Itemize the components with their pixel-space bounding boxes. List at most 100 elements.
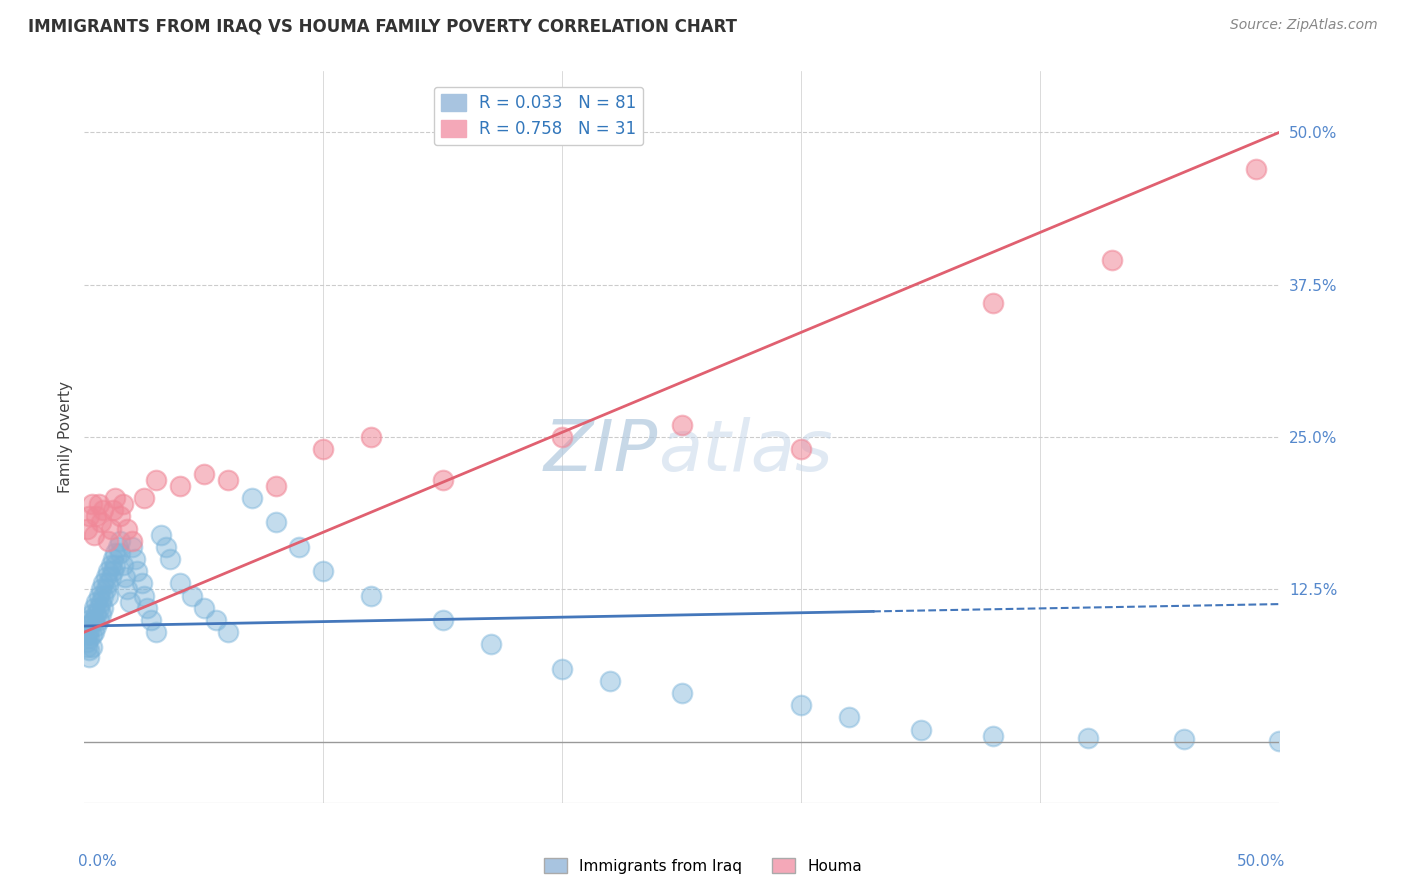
Point bbox=[312, 564, 335, 578]
Point bbox=[145, 625, 167, 640]
Point bbox=[790, 442, 813, 457]
Point bbox=[838, 710, 860, 724]
Point bbox=[551, 662, 574, 676]
Point bbox=[117, 521, 139, 535]
Point bbox=[100, 570, 122, 584]
Point bbox=[111, 558, 134, 573]
Point bbox=[83, 527, 105, 541]
Point bbox=[117, 582, 139, 597]
Point bbox=[671, 686, 693, 700]
Point bbox=[77, 643, 100, 657]
Point bbox=[76, 627, 98, 641]
Point bbox=[1077, 731, 1099, 746]
Point bbox=[264, 516, 287, 530]
Point bbox=[121, 540, 143, 554]
Point bbox=[87, 613, 110, 627]
Point bbox=[93, 503, 115, 517]
Point bbox=[145, 473, 167, 487]
Point bbox=[101, 503, 124, 517]
Point bbox=[110, 509, 132, 524]
Y-axis label: Family Poverty: Family Poverty bbox=[58, 381, 73, 493]
Point bbox=[360, 589, 382, 603]
Point bbox=[131, 576, 153, 591]
Point bbox=[114, 570, 136, 584]
Point bbox=[432, 613, 454, 627]
Point bbox=[981, 296, 1004, 310]
Point bbox=[104, 546, 127, 560]
Point bbox=[90, 594, 112, 608]
Legend: Immigrants from Iraq, Houma: Immigrants from Iraq, Houma bbox=[537, 852, 869, 880]
Point bbox=[94, 570, 117, 584]
Point bbox=[83, 625, 105, 640]
Point bbox=[76, 521, 98, 535]
Point bbox=[132, 491, 156, 505]
Text: Source: ZipAtlas.com: Source: ZipAtlas.com bbox=[1230, 18, 1378, 32]
Point bbox=[87, 589, 110, 603]
Point bbox=[479, 637, 502, 651]
Legend: R = 0.033   N = 81, R = 0.758   N = 31: R = 0.033 N = 81, R = 0.758 N = 31 bbox=[434, 87, 643, 145]
Point bbox=[790, 698, 813, 713]
Point bbox=[264, 479, 287, 493]
Point bbox=[169, 576, 191, 591]
Point bbox=[125, 564, 148, 578]
Point bbox=[93, 600, 115, 615]
Text: IMMIGRANTS FROM IRAQ VS HOUMA FAMILY POVERTY CORRELATION CHART: IMMIGRANTS FROM IRAQ VS HOUMA FAMILY POV… bbox=[28, 18, 737, 36]
Point bbox=[100, 521, 122, 535]
Point bbox=[80, 607, 103, 621]
Point bbox=[360, 430, 382, 444]
Point bbox=[87, 600, 110, 615]
Point bbox=[76, 640, 98, 654]
Point bbox=[149, 527, 172, 541]
Point bbox=[80, 640, 103, 654]
Point bbox=[94, 582, 117, 597]
Point bbox=[101, 552, 124, 566]
Point bbox=[77, 632, 100, 646]
Point bbox=[80, 615, 103, 630]
Point bbox=[1101, 253, 1123, 268]
Text: ZIP: ZIP bbox=[544, 417, 658, 486]
Point bbox=[83, 600, 105, 615]
Point bbox=[217, 473, 239, 487]
Point bbox=[981, 729, 1004, 743]
Point bbox=[104, 558, 127, 573]
Point bbox=[205, 613, 228, 627]
Point bbox=[100, 558, 122, 573]
Point bbox=[432, 473, 454, 487]
Point bbox=[86, 594, 108, 608]
Point bbox=[240, 491, 263, 505]
Point bbox=[86, 607, 108, 621]
Point bbox=[90, 516, 112, 530]
Point bbox=[86, 509, 108, 524]
Point bbox=[671, 417, 693, 432]
Point bbox=[101, 564, 124, 578]
Point bbox=[1173, 732, 1195, 747]
Point bbox=[111, 497, 134, 511]
Point bbox=[181, 589, 204, 603]
Point bbox=[77, 649, 100, 664]
Point bbox=[132, 589, 156, 603]
Point bbox=[155, 540, 177, 554]
Point bbox=[80, 627, 103, 641]
Point bbox=[110, 533, 132, 548]
Text: 0.0%: 0.0% bbox=[79, 854, 117, 869]
Point bbox=[159, 552, 181, 566]
Point bbox=[1268, 733, 1291, 747]
Point bbox=[80, 497, 103, 511]
Point bbox=[93, 589, 115, 603]
Point bbox=[97, 589, 120, 603]
Point bbox=[910, 723, 932, 737]
Point bbox=[77, 623, 100, 637]
Point bbox=[118, 594, 141, 608]
Point bbox=[97, 533, 120, 548]
Point bbox=[193, 467, 215, 481]
Point bbox=[86, 619, 108, 633]
Point bbox=[193, 600, 215, 615]
Point bbox=[104, 491, 127, 505]
Point bbox=[97, 576, 120, 591]
Point bbox=[110, 546, 132, 560]
Point bbox=[551, 430, 574, 444]
Point bbox=[77, 509, 100, 524]
Point bbox=[599, 673, 621, 688]
Point bbox=[107, 540, 129, 554]
Point bbox=[97, 564, 120, 578]
